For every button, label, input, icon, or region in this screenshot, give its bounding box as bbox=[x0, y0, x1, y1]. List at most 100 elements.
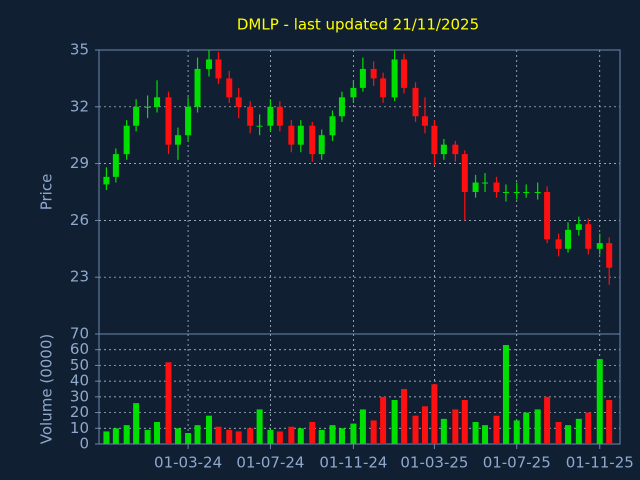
volume-bar bbox=[123, 425, 130, 444]
volume-bar bbox=[596, 359, 603, 444]
candle-body bbox=[247, 106, 254, 126]
candle-body bbox=[276, 106, 283, 126]
candle-body bbox=[482, 182, 489, 184]
volume-bar bbox=[297, 428, 304, 444]
volume-bar bbox=[103, 431, 110, 444]
y-tick-label: 23 bbox=[70, 268, 89, 286]
candle-body bbox=[544, 192, 551, 240]
candle-body bbox=[431, 125, 438, 155]
volume-bar bbox=[112, 428, 119, 444]
volume-bar bbox=[555, 422, 562, 444]
candle-body bbox=[154, 97, 161, 107]
volume-bar bbox=[606, 400, 613, 444]
candle-body bbox=[452, 144, 459, 155]
candle-body bbox=[493, 182, 500, 192]
volume-bar bbox=[421, 406, 428, 444]
volume-bar bbox=[267, 429, 274, 444]
volume-bar bbox=[235, 431, 242, 444]
candle-body bbox=[174, 135, 181, 145]
volume-bar bbox=[534, 409, 541, 444]
volume-bar bbox=[544, 396, 551, 444]
volume-bar bbox=[472, 422, 479, 444]
candle-body bbox=[123, 125, 130, 155]
y-tick-label: 29 bbox=[70, 154, 89, 172]
candle-body bbox=[235, 97, 242, 107]
candle-body bbox=[338, 97, 345, 117]
candle-body bbox=[412, 87, 419, 117]
volume-bar bbox=[318, 429, 325, 444]
candle-body bbox=[165, 97, 172, 145]
volume-bar bbox=[513, 420, 520, 444]
candle-body bbox=[288, 125, 295, 145]
y-tick-label: 30 bbox=[70, 387, 89, 405]
volume-bar bbox=[401, 389, 408, 444]
candle-body bbox=[329, 116, 336, 136]
candle-body bbox=[523, 192, 530, 193]
candle-body bbox=[103, 176, 110, 185]
candle-body bbox=[440, 144, 447, 155]
y-tick-label: 0 bbox=[79, 435, 89, 453]
candle-body bbox=[461, 154, 468, 192]
y-tick-label: 10 bbox=[70, 419, 89, 437]
volume-bar bbox=[154, 422, 161, 444]
y-axis-label: Volume (0000) bbox=[38, 334, 56, 444]
volume-bar bbox=[493, 415, 500, 444]
y-tick-label: 20 bbox=[70, 403, 89, 421]
x-tick-label: 01-03-24 bbox=[154, 454, 222, 472]
x-tick-label: 01-03-25 bbox=[400, 454, 468, 472]
y-tick-label: 60 bbox=[70, 340, 89, 358]
candle-body bbox=[318, 135, 325, 155]
volume-bar bbox=[482, 425, 489, 444]
volume-bar bbox=[523, 412, 530, 444]
candle-body bbox=[513, 192, 520, 193]
candle-body bbox=[421, 116, 428, 126]
y-tick-label: 32 bbox=[70, 97, 89, 115]
volume-bar bbox=[206, 415, 213, 444]
candle-body bbox=[297, 125, 304, 145]
candle-body bbox=[215, 59, 222, 79]
volume-bar bbox=[133, 403, 140, 444]
candle-body bbox=[226, 78, 233, 98]
y-tick-label: 26 bbox=[70, 211, 89, 229]
x-tick-label: 01-07-24 bbox=[236, 454, 304, 472]
volume-bar bbox=[144, 429, 151, 444]
y-tick-label: 35 bbox=[70, 41, 89, 59]
volume-bar bbox=[461, 400, 468, 444]
volume-bar bbox=[256, 409, 263, 444]
volume-bar bbox=[350, 423, 357, 444]
volume-bar bbox=[329, 425, 336, 444]
volume-bar bbox=[309, 422, 316, 444]
volume-bar bbox=[194, 425, 201, 444]
volume-bar bbox=[440, 418, 447, 444]
plot-frame bbox=[98, 333, 621, 445]
volume-bar bbox=[412, 415, 419, 444]
volume-bar bbox=[288, 426, 295, 444]
volume-bar bbox=[226, 429, 233, 444]
candle-body bbox=[391, 59, 398, 98]
candle-body bbox=[606, 243, 613, 268]
candle-body bbox=[472, 182, 479, 192]
volume-bar bbox=[431, 384, 438, 444]
volume-bar bbox=[247, 428, 254, 444]
chart-title: DMLP - last updated 21/11/2025 bbox=[237, 16, 479, 34]
candle-body bbox=[575, 224, 582, 230]
y-axis-label: Price bbox=[38, 174, 56, 211]
x-tick-label: 01-11-24 bbox=[319, 454, 387, 472]
candle-body bbox=[585, 224, 592, 249]
volume-bar bbox=[359, 409, 366, 444]
candle-body bbox=[401, 59, 408, 88]
y-tick-label: 50 bbox=[70, 356, 89, 374]
candle-body bbox=[256, 125, 263, 127]
candle-body bbox=[309, 125, 316, 155]
candle-body bbox=[185, 106, 192, 136]
volume-bar bbox=[185, 433, 192, 444]
volume-bar bbox=[380, 396, 387, 444]
volume-bar bbox=[585, 412, 592, 444]
y-tick-label: 70 bbox=[70, 325, 89, 343]
candle-body bbox=[565, 229, 572, 249]
volume-bar bbox=[165, 362, 172, 444]
x-tick-label: 01-11-25 bbox=[566, 454, 634, 472]
volume-bar bbox=[370, 420, 377, 444]
